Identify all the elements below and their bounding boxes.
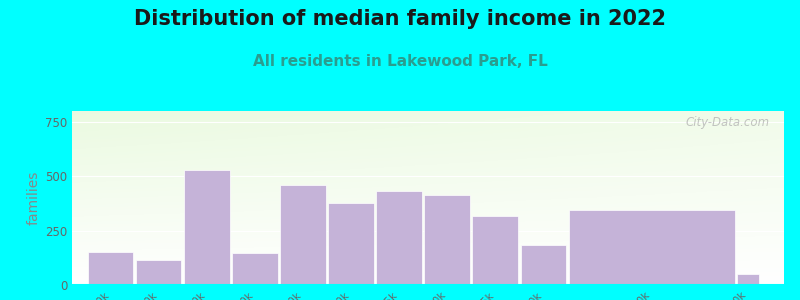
Text: City-Data.com: City-Data.com xyxy=(686,116,770,129)
Bar xyxy=(424,195,470,285)
Bar xyxy=(521,245,566,285)
Bar xyxy=(376,191,422,285)
Bar xyxy=(88,252,134,285)
Bar xyxy=(232,254,278,285)
Bar xyxy=(473,217,518,285)
Bar xyxy=(569,210,734,285)
Bar xyxy=(737,274,758,285)
Bar xyxy=(328,203,374,285)
Bar xyxy=(280,185,326,285)
Text: Distribution of median family income in 2022: Distribution of median family income in … xyxy=(134,9,666,29)
Bar xyxy=(184,170,230,285)
Text: All residents in Lakewood Park, FL: All residents in Lakewood Park, FL xyxy=(253,54,547,69)
Y-axis label: families: families xyxy=(26,171,41,225)
Bar xyxy=(136,260,182,285)
